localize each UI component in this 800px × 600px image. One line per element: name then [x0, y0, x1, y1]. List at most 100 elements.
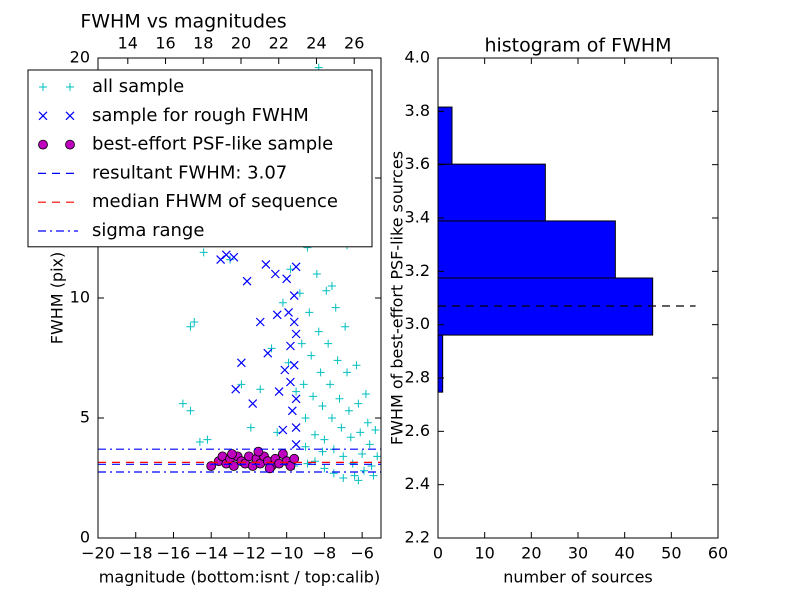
x-tick-label: −20	[81, 544, 115, 563]
point	[344, 406, 353, 415]
point	[291, 262, 301, 272]
point	[354, 399, 363, 408]
point	[278, 298, 287, 307]
point	[320, 464, 329, 473]
point	[326, 380, 335, 389]
point	[289, 360, 299, 370]
point	[324, 339, 333, 348]
point	[310, 430, 319, 439]
x2-tick-label: 22	[269, 34, 289, 53]
x2-tick-label: 24	[306, 34, 326, 53]
legend-label: sample for rough FWHM	[92, 105, 309, 126]
x-tick-label: 10	[474, 544, 494, 563]
y-tick-label: 2.2	[405, 528, 430, 547]
point	[199, 248, 208, 257]
point	[248, 399, 258, 409]
point	[299, 380, 308, 389]
point	[354, 476, 363, 485]
point	[291, 423, 301, 433]
point	[348, 459, 357, 468]
y-axis-label: FWHM of best-effort PSF-like sources	[388, 151, 407, 445]
legend-marker	[66, 83, 74, 91]
point	[253, 446, 264, 457]
point	[236, 358, 246, 368]
point	[267, 344, 276, 353]
point	[270, 269, 280, 279]
point	[190, 318, 199, 326]
chart-title: FWHM vs magnitudes	[80, 11, 286, 33]
x-tick-label: 0	[433, 544, 443, 563]
point	[274, 387, 284, 397]
point	[186, 322, 195, 331]
x-tick-label: −12	[232, 544, 266, 563]
legend: all sample sample for rough FWHM best-effo…	[27, 69, 373, 248]
point	[350, 471, 359, 480]
point	[261, 259, 271, 269]
point	[263, 348, 273, 358]
chart-title: histogram of FWHM	[484, 35, 671, 57]
point	[369, 471, 378, 480]
point	[226, 255, 235, 264]
y-tick-label: 3.6	[405, 154, 430, 173]
y-tick-label: 3.4	[405, 208, 430, 227]
y-axis-label: FWHM (pix)	[48, 252, 67, 345]
point	[373, 452, 381, 461]
legend-label: median FHWM of sequence	[92, 191, 338, 212]
legend-box	[27, 69, 373, 248]
point	[256, 385, 265, 394]
point	[307, 351, 316, 360]
legend-label: all sample	[92, 76, 184, 97]
point	[367, 462, 376, 470]
point	[361, 390, 370, 398]
legend-marker	[65, 111, 75, 121]
legend-marker	[65, 139, 75, 150]
plot-area	[98, 63, 381, 485]
x-tick-label: −16	[157, 544, 191, 563]
point	[229, 252, 239, 262]
bar	[437, 163, 546, 222]
y-tick-label: 4.0	[405, 48, 430, 67]
bar	[437, 106, 453, 165]
y-tick-label: 3.8	[405, 101, 430, 120]
legend-label: sigma range	[92, 220, 204, 241]
x-tick-label: −6	[350, 544, 374, 563]
point	[312, 270, 321, 278]
point	[286, 341, 295, 351]
point	[255, 317, 265, 327]
point	[360, 466, 369, 475]
x-axis-label: magnitude (bottom:isnt / top:calib)	[99, 568, 380, 587]
point	[305, 308, 314, 317]
point	[322, 286, 331, 295]
point	[278, 425, 288, 435]
point	[178, 399, 187, 408]
point	[282, 274, 292, 284]
point	[284, 307, 293, 317]
point	[320, 435, 329, 444]
point	[329, 469, 338, 478]
point	[303, 459, 312, 468]
point	[363, 418, 372, 427]
x-tick-label: −10	[270, 544, 304, 563]
point	[339, 474, 348, 482]
point	[292, 387, 301, 396]
point	[318, 447, 327, 456]
point	[237, 380, 246, 389]
x2-tick-label: 18	[193, 34, 213, 53]
point	[272, 310, 282, 320]
point	[291, 439, 301, 449]
point	[335, 394, 344, 403]
point	[318, 402, 327, 410]
point	[337, 423, 346, 432]
point	[231, 384, 241, 394]
x2-tick-label: 26	[344, 34, 364, 53]
point	[286, 377, 295, 387]
point	[221, 250, 231, 260]
y-tick-label: 2.4	[405, 474, 430, 493]
x2-tick-label: 20	[231, 34, 251, 53]
x2-tick-label: 14	[118, 34, 138, 53]
legend-marker	[38, 139, 48, 150]
point	[371, 426, 380, 434]
point	[289, 453, 300, 464]
x-tick-label: −18	[119, 544, 153, 563]
